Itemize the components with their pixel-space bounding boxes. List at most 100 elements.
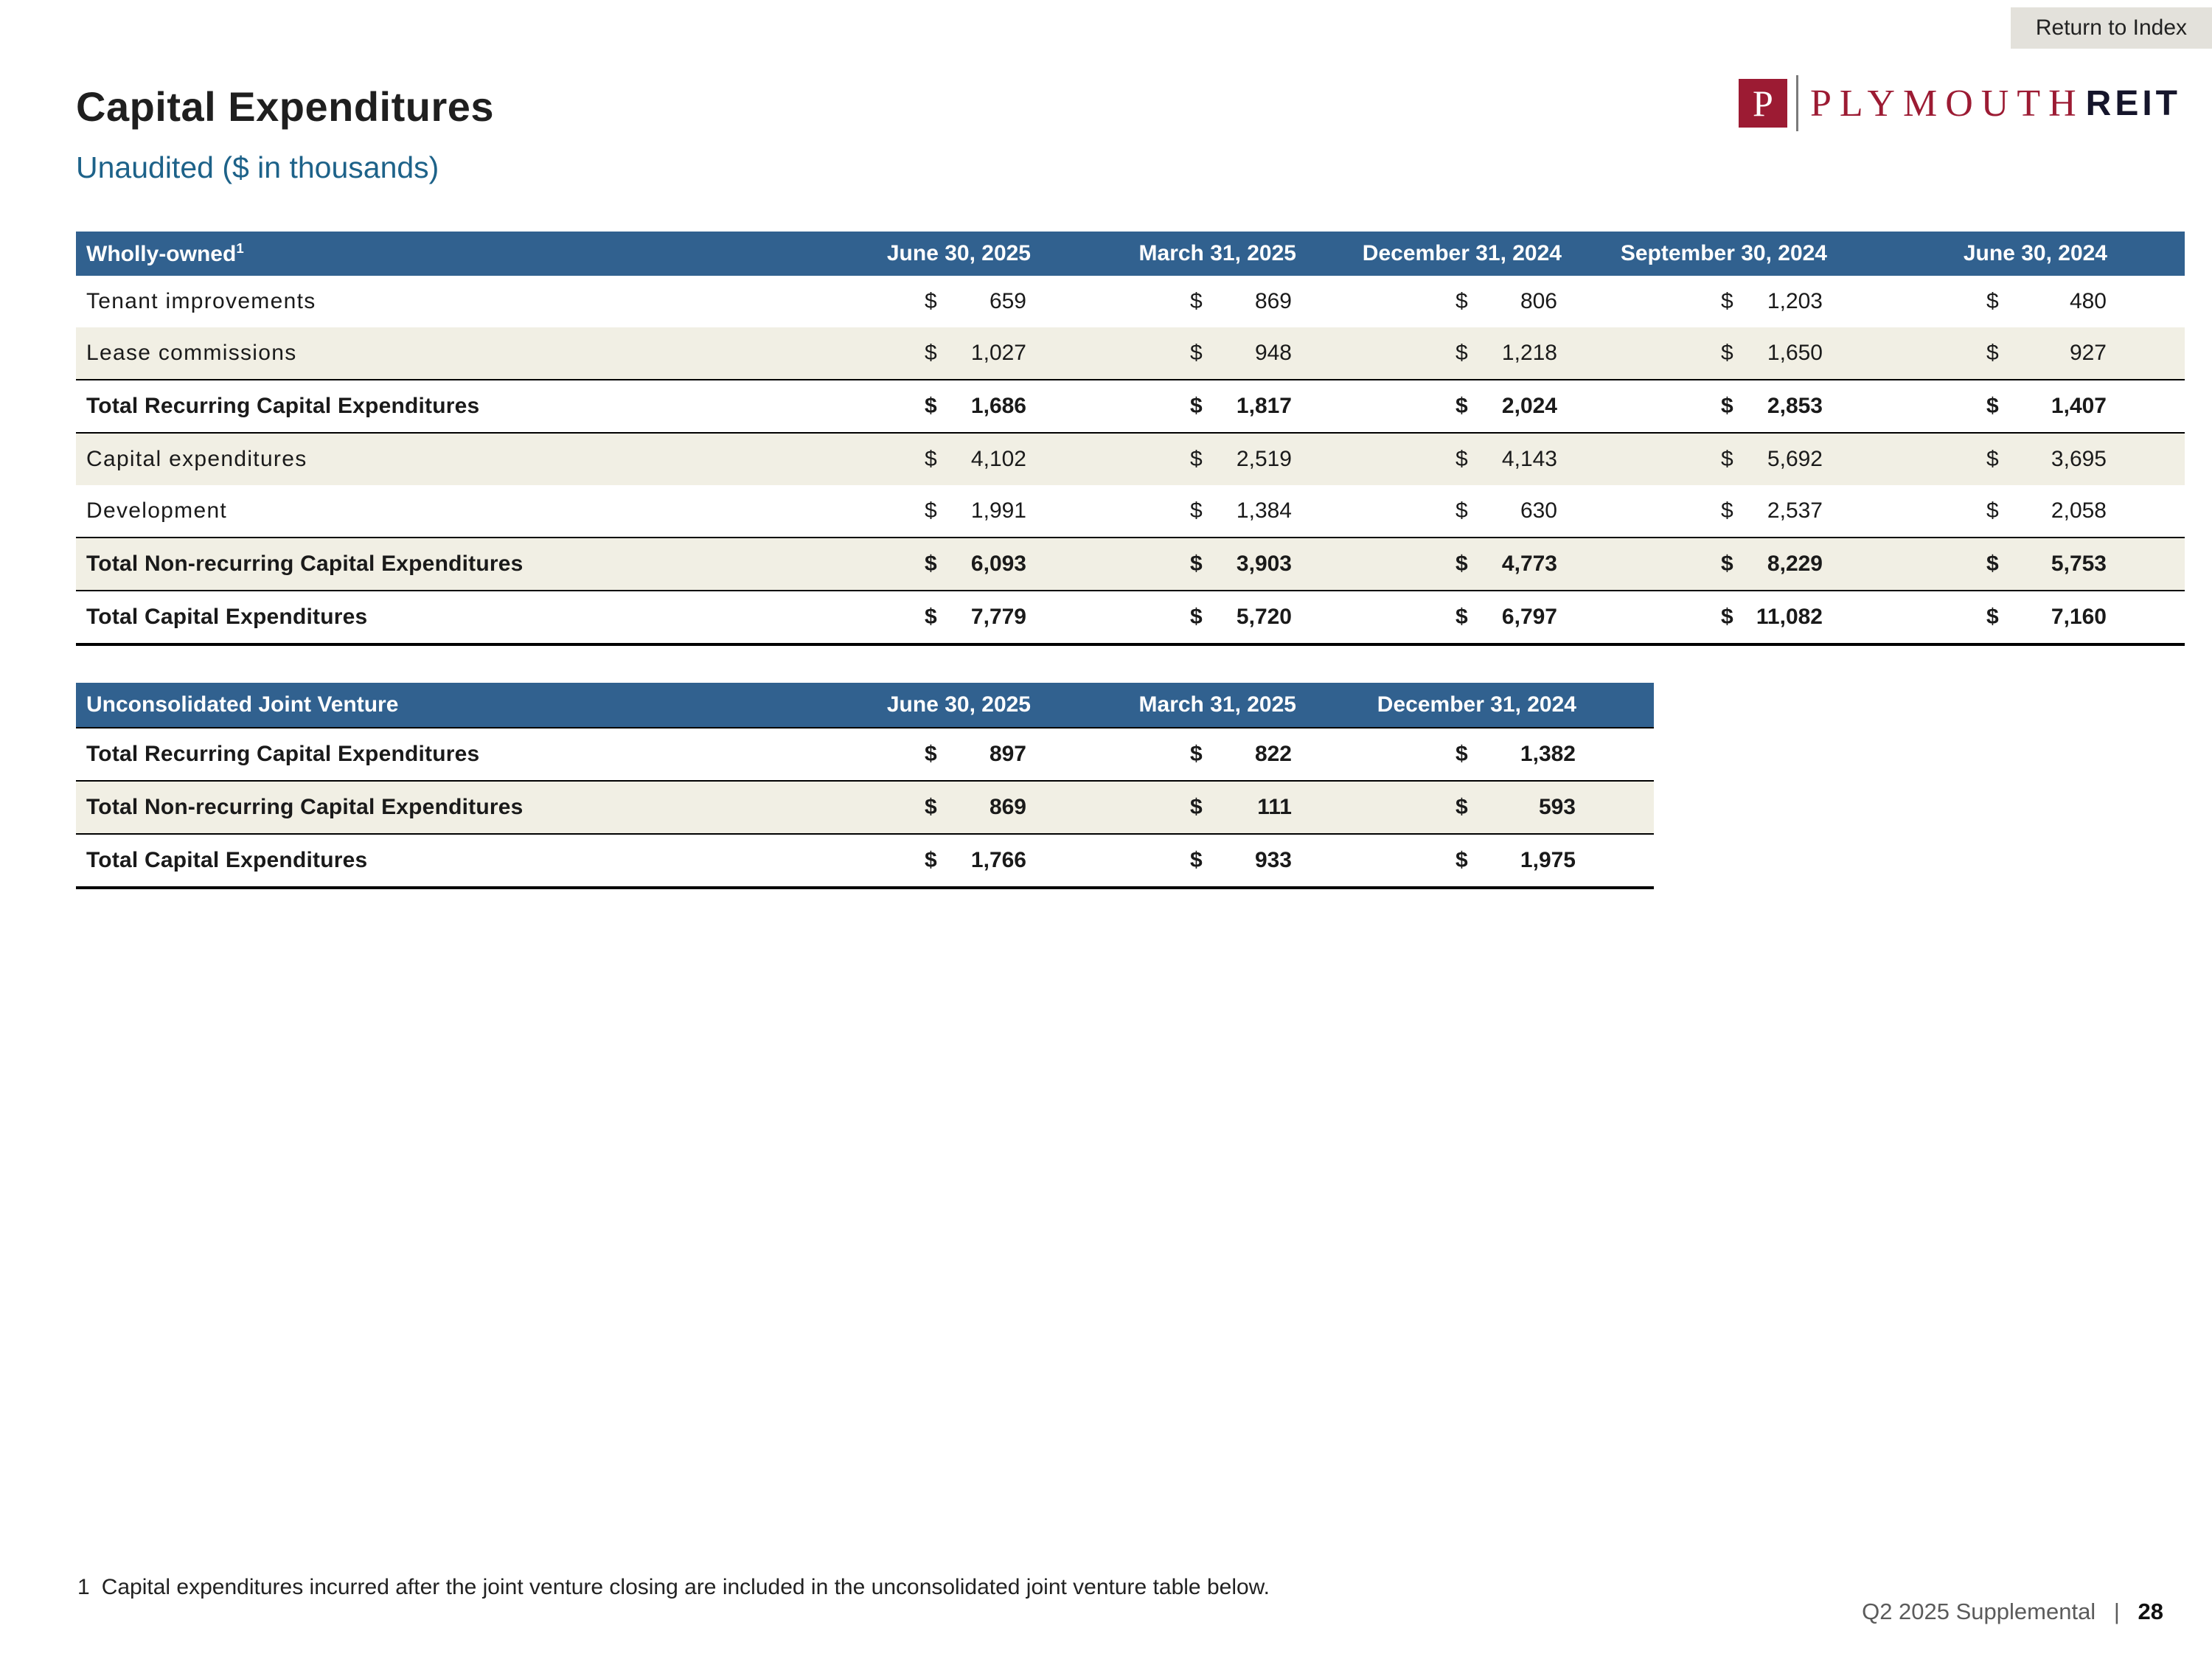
cell-value: $2,853 [1580,380,1846,433]
amount: 1,027 [970,341,1026,365]
cell-value: $948 [1049,327,1315,380]
amount: 806 [1520,289,1557,313]
amount: 4,102 [970,447,1026,471]
table-row: Tenant improvements $659 $869 $806 $1,203 $48… [76,276,2185,327]
currency-symbol: $ [1455,341,1468,365]
footer-label: Q2 2025 Supplemental [1862,1599,2096,1624]
cell-value: $630 [1315,485,1580,538]
page-footer: Q2 2025 Supplemental | 28 [1862,1599,2163,1625]
currency-symbol: $ [1721,341,1733,365]
financial-table: Unconsolidated Joint Venture June 30, 202… [76,683,1654,889]
currency-symbol: $ [1721,289,1733,313]
currency-symbol: $ [925,742,937,766]
cell-value: $3,903 [1049,538,1315,591]
amount: 1,218 [1501,341,1557,365]
currency-symbol: $ [1190,848,1203,872]
currency-symbol: $ [925,289,937,313]
currency-symbol: $ [1190,552,1203,576]
footnote: 1 Capital expenditures incurred after the… [77,1575,1270,1600]
page-subtitle: Unaudited ($ in thousands) [76,150,439,184]
row-label: Capital expenditures [86,447,307,471]
footer-page-number: 28 [2138,1599,2163,1624]
table-row: Capital expenditures $4,102 $2,519 $4,143 $5… [76,433,2185,485]
row-label: Total Non-recurring Capital Expenditures [86,552,524,576]
amount: 869 [1254,289,1292,313]
footnote-text: Capital expenditures incurred after the … [101,1575,1270,1599]
amount: 1,382 [1520,742,1576,766]
logo-p-mark-icon: P [1738,79,1787,128]
column-header: June 30, 2024 [1846,232,2185,276]
cell-value: $659 [784,276,1049,327]
row-label: Total Capital Expenditures [86,605,368,629]
currency-symbol: $ [1986,498,1999,523]
logo-plymouth-text: PLYMOUTH [1809,82,2084,125]
table-row: Total Recurring Capital Expenditures $897… [76,728,1654,781]
amount: 593 [1538,795,1576,819]
table-row: Total Non-recurring Capital Expenditures… [76,781,1654,834]
currency-symbol: $ [925,498,937,523]
return-to-index-button[interactable]: Return to Index [2010,7,2212,49]
amount: 5,720 [1236,605,1292,629]
cell-value: $806 [1315,276,1580,327]
financial-table: Wholly-owned1 June 30, 2025 March 31, 2025… [76,232,2185,646]
currency-symbol: $ [1455,289,1468,313]
row-label: Lease commissions [86,341,297,365]
amount: 480 [2069,289,2107,313]
amount: 630 [1520,498,1557,523]
cell-value: $869 [1049,276,1315,327]
currency-symbol: $ [1190,289,1203,313]
table-row: Total Capital Expenditures $1,766 $933 $1,9… [76,834,1654,888]
logo-reit-text: REIT [2085,83,2181,123]
amount: 927 [2069,341,2107,365]
table-row: Lease commissions $1,027 $948 $1,218 $1,650 $… [76,327,2185,380]
cell-value: $480 [1846,276,2185,327]
row-label: Total Recurring Capital Expenditures [86,394,480,418]
row-label: Tenant improvements [86,289,316,313]
cell-value: $822 [1049,728,1315,781]
amount: 2,537 [1767,498,1823,523]
table-row: Total Recurring Capital Expenditures $1,6… [76,380,2185,433]
cell-value: $6,093 [784,538,1049,591]
currency-symbol: $ [925,848,937,872]
cell-value: $1,817 [1049,380,1315,433]
amount: 869 [989,795,1026,819]
amount: 1,766 [970,848,1026,872]
amount: 659 [989,289,1026,313]
amount: 2,853 [1767,394,1823,418]
amount: 822 [1254,742,1292,766]
currency-symbol: $ [1455,795,1468,819]
cell-value: $2,058 [1846,485,2185,538]
cell-value: $869 [784,781,1049,834]
cell-value: $1,650 [1580,327,1846,380]
table-row: Total Capital Expenditures $7,779 $5,720 $6… [76,591,2185,644]
plymouth-reit-logo: P PLYMOUTH REIT [1738,75,2181,131]
table-title-superscript: 1 [236,240,244,256]
currency-symbol: $ [1721,605,1733,629]
currency-symbol: $ [1190,498,1203,523]
amount: 3,903 [1236,552,1292,576]
cell-value: $1,991 [784,485,1049,538]
currency-symbol: $ [925,605,937,629]
cell-value: $1,384 [1049,485,1315,538]
amount: 5,692 [1767,447,1823,471]
cell-value: $4,143 [1315,433,1580,485]
cell-value: $11,082 [1580,591,1846,644]
amount: 948 [1254,341,1292,365]
currency-symbol: $ [1190,447,1203,471]
amount: 2,024 [1501,394,1557,418]
currency-symbol: $ [1455,742,1468,766]
cell-value: $7,779 [784,591,1049,644]
column-header: March 31, 2025 [1049,232,1315,276]
amount: 2,058 [2051,498,2107,523]
cell-value: $1,203 [1580,276,1846,327]
currency-symbol: $ [925,394,937,418]
cell-value: $1,218 [1315,327,1580,380]
footer-separator: | [2113,1599,2120,1624]
cell-value: $897 [784,728,1049,781]
amount: 11,082 [1756,605,1823,629]
currency-symbol: $ [1190,605,1203,629]
cell-value: $1,686 [784,380,1049,433]
currency-symbol: $ [1986,394,1999,418]
currency-symbol: $ [1455,552,1468,576]
cell-value: $1,766 [784,834,1049,888]
